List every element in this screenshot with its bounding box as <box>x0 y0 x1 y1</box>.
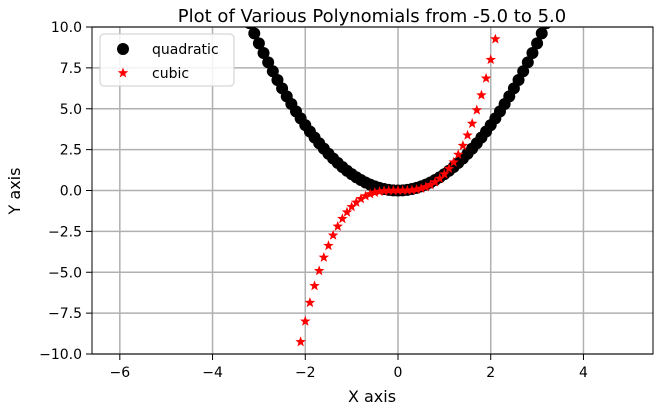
cubic-point <box>392 185 404 195</box>
cubic-point <box>476 89 487 100</box>
y-tick-label: 0.0 <box>60 184 82 200</box>
cubic-point <box>439 168 450 179</box>
cubic-point <box>304 297 316 308</box>
quadratic-point <box>541 27 551 30</box>
legend: quadratic cubic <box>99 33 235 87</box>
cubic-point <box>425 179 436 190</box>
quadratic-point <box>521 56 534 69</box>
cubic-point <box>318 251 330 262</box>
cubic-point <box>313 265 325 276</box>
x-axis-ticks: −6 −4 −2 0 2 4 <box>109 354 588 381</box>
cubic-point <box>341 206 353 217</box>
cubic-point <box>337 213 348 224</box>
quadratic-point <box>262 56 275 69</box>
y-tick-label: 2.5 <box>60 143 82 159</box>
grid-lines <box>92 26 653 355</box>
x-tick-label: −2 <box>295 365 316 381</box>
y-tick-label: −5.0 <box>48 265 82 281</box>
cubic-point <box>471 104 483 115</box>
quadratic-point <box>252 37 265 50</box>
cubic-point <box>374 186 385 196</box>
cubic-point <box>346 201 357 212</box>
cubic-point <box>355 193 367 204</box>
legend-marker-cubic <box>117 67 129 78</box>
cubic-point <box>457 140 469 151</box>
data-points <box>245 27 551 347</box>
cubic-point <box>369 187 381 197</box>
legend-box <box>99 33 235 87</box>
cubic-point <box>420 181 432 192</box>
cubic-point <box>434 173 445 184</box>
chart-title: Plot of Various Polynomials from -5.0 to… <box>178 6 566 27</box>
cubic-point <box>448 156 459 167</box>
cubic-point <box>466 118 478 128</box>
y-tick-label: −10.0 <box>39 347 82 363</box>
cubic-point <box>300 315 311 326</box>
cubic-point <box>327 229 339 240</box>
y-axis-label: Y axis <box>5 168 24 216</box>
cubic-point <box>378 185 390 196</box>
y-tick-label: −7.5 <box>48 306 82 322</box>
legend-marker-quadratic <box>117 43 129 55</box>
quadratic-point <box>248 27 261 40</box>
x-axis-label: X axis <box>348 387 396 406</box>
x-tick-label: 4 <box>579 365 588 381</box>
quadratic-point <box>257 46 270 59</box>
cubic-point <box>295 336 306 347</box>
y-tick-label: −2.5 <box>48 224 82 240</box>
y-axis-ticks: −10.0 −7.5 −5.0 −2.5 0.0 2.5 5.0 7.5 10.0 <box>39 20 92 363</box>
cubic-point <box>388 185 399 195</box>
cubic-point <box>411 183 422 194</box>
cubic-point <box>453 149 464 160</box>
y-tick-label: 7.5 <box>60 61 82 77</box>
legend-marker-icon <box>117 67 129 78</box>
cubic-point <box>351 196 362 207</box>
cubic-point <box>360 190 371 201</box>
x-tick-label: −4 <box>202 365 223 381</box>
quadratic-point <box>531 37 544 50</box>
cubic-point <box>415 182 427 193</box>
cubic-point <box>309 280 320 291</box>
cubic-point <box>332 220 343 231</box>
legend-marker-icon <box>117 43 129 55</box>
cubic-point <box>429 176 441 187</box>
cubic-point <box>406 184 418 195</box>
cubic-point <box>480 72 492 83</box>
x-tick-label: 2 <box>486 365 495 381</box>
quadratic-point <box>526 46 539 59</box>
cubic-point <box>397 184 408 195</box>
legend-label-quadratic: quadratic <box>152 42 219 58</box>
cubic-point <box>485 54 496 65</box>
cubic-point <box>462 129 473 140</box>
legend-label-cubic: cubic <box>152 66 189 82</box>
x-tick-label: −6 <box>109 365 130 381</box>
y-tick-label: 5.0 <box>60 102 82 118</box>
cubic-point <box>402 184 413 195</box>
cubic-point <box>364 188 376 199</box>
quadratic-point <box>535 27 548 40</box>
y-tick-label: 10.0 <box>51 20 82 36</box>
cubic-point <box>490 33 501 44</box>
cubic-point <box>323 240 334 251</box>
cubic-point <box>383 185 394 196</box>
x-tick-label: 0 <box>394 365 403 381</box>
quadratic-point <box>517 65 530 78</box>
cubic-point <box>443 163 455 174</box>
